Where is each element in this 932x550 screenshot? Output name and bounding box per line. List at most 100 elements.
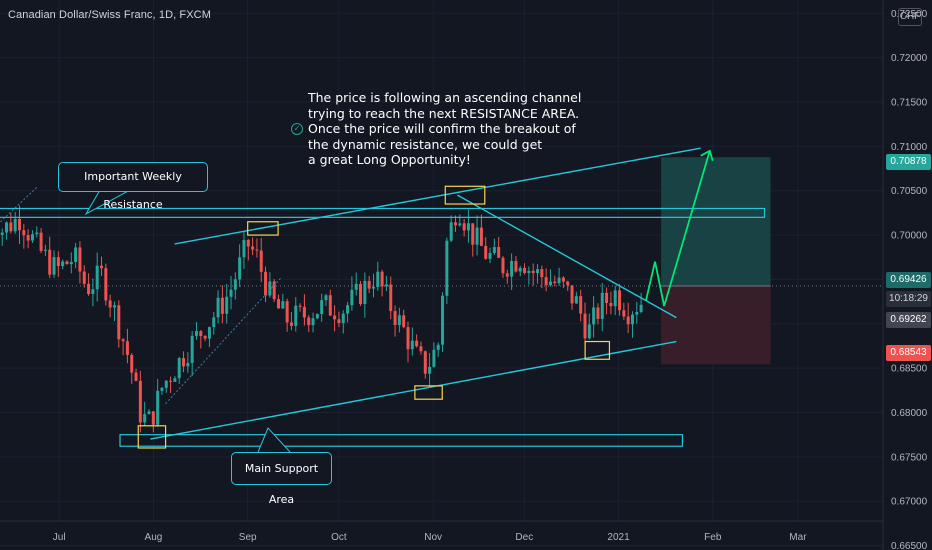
entry-price-tag: 0.69426: [886, 272, 931, 288]
candle-body: [484, 245, 488, 259]
candle-body: [302, 306, 306, 318]
x-tick-label: Feb: [704, 532, 722, 543]
candle-body: [246, 239, 250, 247]
y-tick-label: 0.71000: [891, 142, 928, 153]
weekly-resistance-callout[interactable]: Important Weekly Resistance: [58, 162, 208, 211]
trendline: [0, 185, 39, 223]
candle-body: [566, 281, 570, 286]
candle-body: [618, 290, 622, 311]
y-tick-label: 0.70000: [891, 231, 928, 242]
candle-body: [138, 380, 142, 423]
candle-body: [371, 286, 375, 289]
candle-body: [130, 354, 134, 373]
y-tick-label: 0.67500: [891, 452, 928, 463]
projection-path: [645, 150, 711, 307]
x-tick-label: Jul: [53, 532, 66, 543]
candle-body: [419, 346, 423, 352]
candle-body: [272, 281, 276, 300]
target-zone: [661, 157, 771, 286]
candle-body: [173, 378, 177, 382]
candle-body: [212, 317, 216, 328]
support-area-callout[interactable]: Main Support Area: [231, 452, 332, 506]
candle-body: [151, 411, 155, 425]
candle-body: [466, 223, 470, 231]
trendline: [174, 147, 701, 245]
candle-body: [82, 271, 86, 284]
candle-body: [449, 222, 453, 241]
candle-body: [609, 303, 613, 307]
candle-body: [592, 307, 596, 325]
candle-body: [531, 270, 535, 274]
candle-body: [87, 283, 91, 295]
candle-body: [544, 277, 548, 286]
highlight-box: [444, 185, 486, 205]
candle-body: [160, 387, 164, 391]
candle-body: [147, 411, 151, 415]
candle-body: [26, 235, 30, 241]
candle-body: [285, 301, 289, 323]
candle-body: [74, 247, 78, 263]
candle-body: [56, 257, 60, 267]
y-tick-label: 0.72500: [891, 9, 928, 20]
candle-body: [61, 261, 65, 267]
candle-body: [579, 296, 583, 314]
candle-body: [471, 223, 475, 245]
candle-body: [514, 261, 518, 272]
candle-body: [505, 273, 509, 277]
candle-body: [363, 280, 367, 305]
candle-body: [354, 283, 358, 290]
candle-body: [557, 277, 561, 284]
highlight-box: [137, 425, 167, 449]
candle-body: [501, 257, 505, 274]
candle-body: [311, 318, 315, 326]
candle-body: [242, 239, 246, 258]
candle-body: [22, 230, 26, 236]
candle-body: [410, 340, 414, 350]
candle-body: [17, 218, 21, 231]
candle-body: [255, 249, 259, 251]
x-tick-label: Dec: [515, 532, 533, 543]
candle-body: [402, 315, 406, 328]
trendline: [150, 340, 677, 440]
candle-body: [233, 279, 237, 290]
bar-countdown-tag: 10:18:29: [886, 291, 931, 307]
candle-body: [523, 267, 527, 274]
candle-body: [333, 315, 337, 320]
candle-body: [259, 250, 263, 272]
trendline: [165, 277, 282, 404]
candle-body: [43, 249, 47, 251]
candle-body: [540, 269, 544, 278]
candle-body: [397, 315, 401, 325]
candle-body: [220, 297, 224, 314]
candle-body: [207, 327, 211, 339]
y-tick-label: 0.72000: [891, 53, 928, 64]
candle-body: [112, 305, 116, 308]
candle-body: [445, 240, 449, 296]
note-line: a great Long Opportunity!: [308, 152, 471, 167]
candle-body: [479, 227, 483, 246]
x-tick-label: Oct: [331, 532, 347, 543]
candle-body: [117, 305, 121, 340]
candle-body: [436, 344, 440, 350]
candle-body: [561, 277, 565, 282]
candle-body: [9, 222, 13, 232]
x-tick-label: Mar: [789, 532, 807, 543]
candle-body: [583, 313, 587, 339]
candle-body: [100, 265, 104, 269]
candle-body: [186, 362, 190, 367]
y-tick-label: 0.71500: [891, 98, 928, 109]
candle-body: [570, 285, 574, 304]
candle-body: [376, 271, 380, 287]
currency-badge[interactable]: CHF: [898, 8, 922, 26]
candle-body: [69, 262, 73, 265]
candle-body: [536, 269, 540, 274]
candle-body: [367, 280, 371, 289]
candle-body: [91, 289, 95, 295]
candle-body: [125, 341, 129, 355]
candle-body: [277, 299, 281, 309]
candle-body: [380, 271, 384, 287]
check-circle-icon: ✓: [291, 123, 303, 135]
candle-body: [65, 261, 69, 265]
